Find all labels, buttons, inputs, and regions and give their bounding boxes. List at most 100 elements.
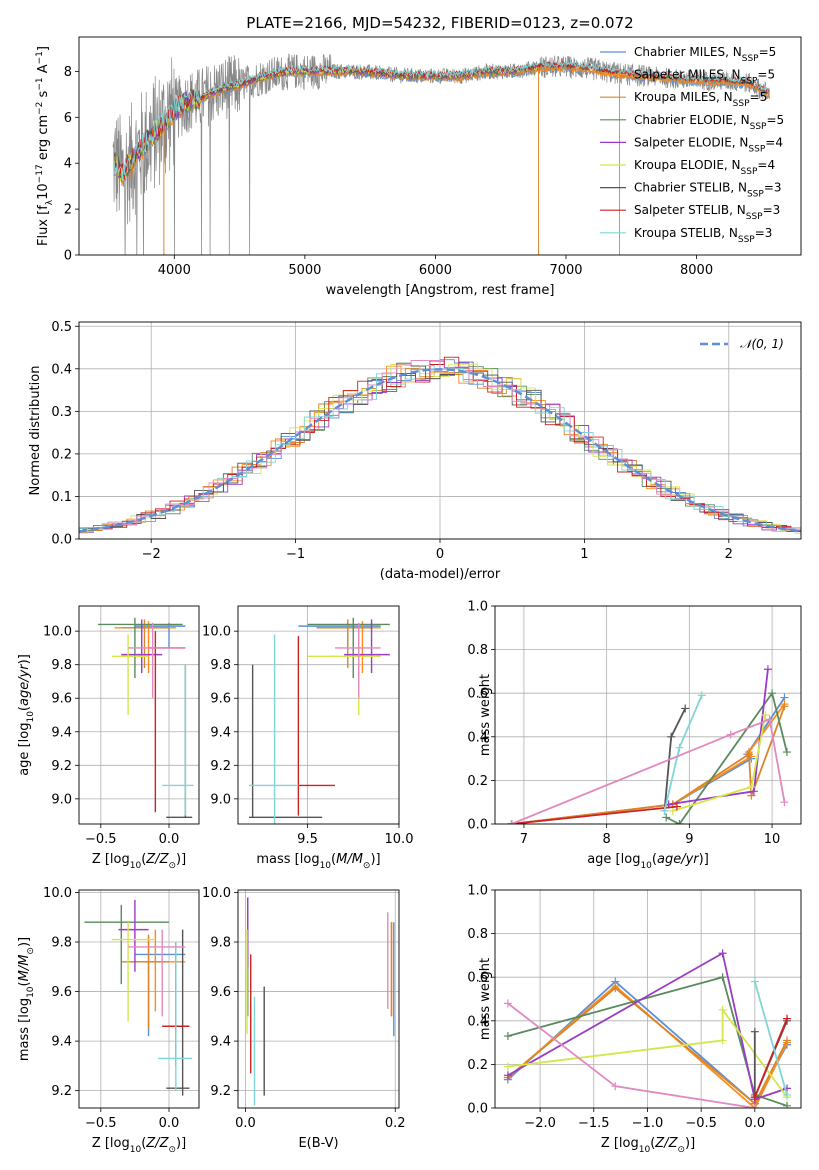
x-tick-label: 6000 (419, 263, 452, 278)
legend-label: Kroupa ELODIE, NSSP=4 (634, 158, 775, 177)
weight-marker (718, 1005, 727, 1014)
legend-label: Chabrier ELODIE, NSSP=5 (634, 113, 784, 132)
y-tick-label: 9.4 (51, 725, 72, 740)
x-tick-label: 0.0 (744, 1116, 765, 1131)
x-tick-label: 10.0 (385, 832, 414, 847)
x-tick-label: −1.5 (578, 1116, 610, 1131)
figure-title: PLATE=2166, MJD=54232, FIBERID=0123, z=0… (246, 14, 633, 32)
y-tick-label: 9.6 (210, 985, 231, 1000)
weight-marker (744, 750, 753, 759)
x-tick-label: 8000 (680, 263, 713, 278)
y-tick-label: 9.0 (51, 792, 72, 807)
y-axis-label: Flux [fλ10−17 erg cm−2 s−1 A−1] (35, 46, 55, 246)
y-tick-label: 10.0 (202, 625, 231, 640)
plot-area (84, 899, 193, 1096)
y-tick-label: 0.0 (467, 1102, 488, 1117)
y-tick-label: 0.4 (467, 1014, 488, 1029)
weight-marker (747, 791, 756, 800)
y-axis-label: Normed distribution (28, 366, 43, 496)
y-tick-label: 9.6 (210, 692, 231, 707)
weight-marker (783, 1090, 792, 1099)
weight-series-line (507, 951, 788, 1101)
y-tick-label: 2 (64, 203, 72, 218)
weight-marker (668, 806, 677, 815)
weight-series-line (511, 805, 677, 824)
x-tick-label: 9.5 (297, 832, 318, 847)
x-tick-label: 4000 (158, 263, 191, 278)
x-tick-label: 0.0 (235, 1116, 256, 1131)
weight-marker (503, 1062, 512, 1071)
weight-marker (750, 977, 759, 986)
weight-marker (726, 730, 735, 739)
axes-frame (78, 36, 802, 256)
y-tick-label: 0.4 (51, 362, 72, 377)
x-tick-label: 5000 (288, 263, 321, 278)
weight-marker (718, 973, 727, 982)
x-tick-label: 0.2 (385, 1116, 406, 1131)
mass-weight-vs-age-panel: 7 8 9 10 0.0 0.2 0.4 0.6 0.8 1.0 age [log10(age/yr… (467, 600, 802, 871)
y-tick-label: 9.2 (51, 1084, 72, 1099)
weight-marker (747, 782, 756, 791)
weight-marker (697, 691, 706, 700)
weight-marker (768, 689, 777, 698)
y-tick-label: 0.3 (51, 405, 72, 420)
weight-series-line (665, 691, 788, 824)
y-tick-label: 0.2 (51, 447, 72, 462)
x-axis-label: Z [log10(Z/Z⊙)] (92, 852, 186, 871)
weight-marker (782, 748, 791, 757)
y-tick-label: 9.4 (210, 1035, 231, 1050)
mass-weight-vs-Z-panel: −2.0 −1.5 −1.0 −0.5 0.0 0.0 0.2 0.4 0.6 0.8 1.0 Z [… (467, 884, 802, 1155)
weight-marker (750, 1093, 759, 1102)
weight-marker (763, 665, 772, 674)
y-tick-label: 10.0 (43, 886, 72, 901)
plot-area (246, 897, 395, 1106)
weight-series-line (753, 981, 788, 1096)
y-tick-label: 9.2 (51, 759, 72, 774)
y-tick-label: 10.0 (43, 625, 72, 640)
y-tick-label: 1.0 (467, 600, 488, 615)
y-tick-label: 9.6 (51, 985, 72, 1000)
weight-marker (718, 1036, 727, 1045)
weight-marker (718, 949, 727, 958)
x-tick-label: 7 (520, 832, 528, 847)
x-tick-label: −1.0 (632, 1116, 664, 1131)
x-tick-label: 8 (603, 832, 611, 847)
y-tick-label: 9.8 (51, 658, 72, 673)
y-tick-label: 0.8 (467, 927, 488, 942)
age-vs-mass-panel: 9.5 10.0 9.0 9.2 9.4 9.6 9.8 10.0 mass [log10(M/… (202, 605, 414, 871)
x-axis-label: Z [log10(Z/Z⊙)] (601, 1136, 695, 1155)
y-tick-label: 9.2 (210, 1084, 231, 1099)
mass-vs-Z-panel: −0.5 0.0 9.2 9.4 9.6 9.8 10.0 Z [log10(Z/Z⊙)] ma… (17, 886, 200, 1155)
x-tick-label: 1 (580, 547, 588, 562)
weight-marker (503, 1032, 512, 1041)
weight-marker (783, 1036, 792, 1045)
weight-marker (765, 715, 774, 724)
x-tick-label: 10 (764, 832, 781, 847)
weight-marker (672, 802, 681, 811)
residual-histogram-line (79, 359, 801, 535)
y-tick-label: 0.6 (467, 971, 488, 986)
weight-marker (611, 984, 620, 993)
y-tick-label: 6 (64, 111, 72, 126)
y-tick-label: 0.2 (467, 774, 488, 789)
plot-area (112, 53, 770, 255)
legend-label: Salpeter MILES, NSSP=5 (634, 68, 775, 87)
axes-frame (494, 889, 802, 1109)
y-tick-label: 4 (64, 157, 72, 172)
x-tick-label: 9 (685, 832, 693, 847)
plot-area (79, 356, 801, 536)
y-tick-label: 9.8 (51, 936, 72, 951)
weight-marker (667, 732, 676, 741)
y-tick-label: 0 (64, 249, 72, 264)
plot-area (248, 617, 390, 824)
y-tick-label: 9.8 (210, 936, 231, 951)
weight-series-line (507, 976, 788, 1107)
y-tick-label: 0.6 (467, 687, 488, 702)
normal-curve-line (79, 368, 801, 533)
axes-frame (78, 321, 802, 540)
y-tick-label: 8 (64, 65, 72, 80)
x-axis-label: mass [log10(M/M⊙)] (256, 852, 380, 871)
y-axis-label: mass [log10(M/M⊙)] (17, 937, 36, 1061)
x-tick-label: −1 (286, 547, 305, 562)
legend-label: Kroupa MILES, NSSP=5 (634, 90, 767, 109)
